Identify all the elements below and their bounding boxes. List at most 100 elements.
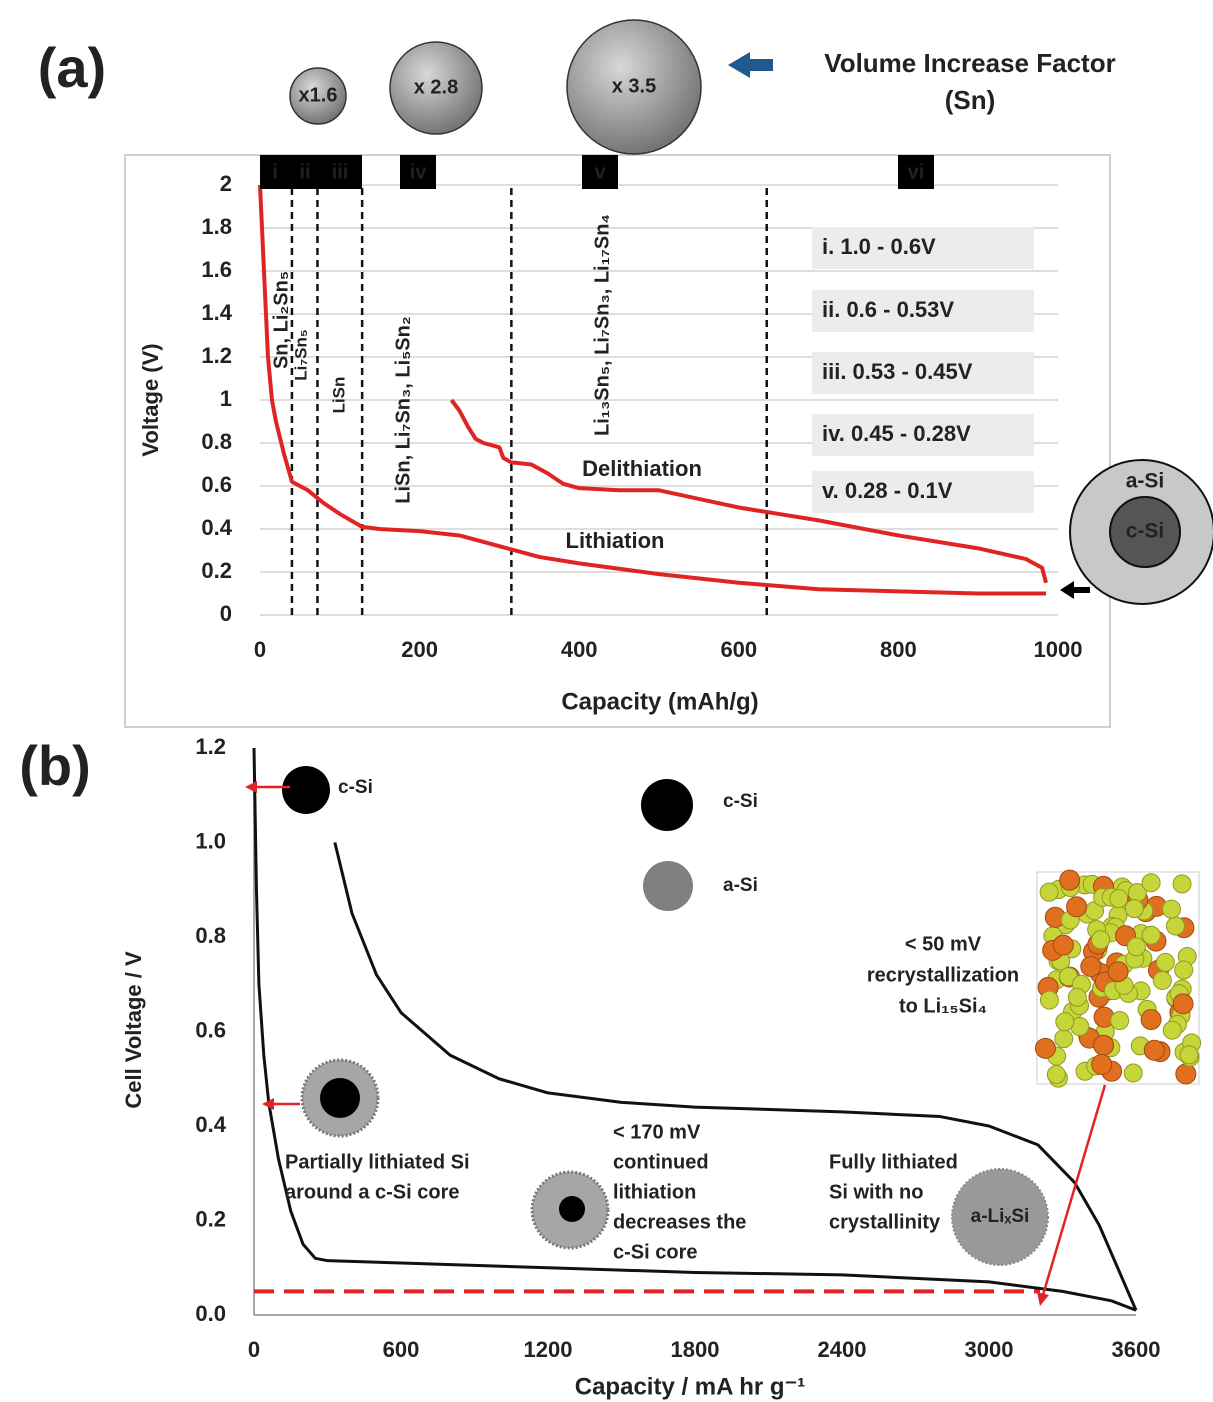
range-label: ii. 0.6 - 0.53V bbox=[822, 297, 954, 322]
y-tick-label: 1.2 bbox=[201, 343, 232, 368]
series-line bbox=[258, 184, 1047, 596]
annotation: to Li₁₅Si₄ bbox=[899, 995, 987, 1017]
x-tick-label: 1200 bbox=[524, 1337, 573, 1362]
region-box bbox=[582, 155, 618, 189]
atom bbox=[1080, 955, 1102, 977]
series-label: Lithiation bbox=[566, 528, 665, 553]
atom bbox=[1059, 869, 1081, 891]
phase-label: Li₁₃Sn₅, Li₇Sn₃, Li₁₇Sn₄ bbox=[591, 214, 613, 436]
series-line bbox=[449, 398, 1048, 584]
atom bbox=[1093, 1034, 1115, 1056]
cell-box bbox=[1036, 871, 1200, 1085]
legend-label: a-Si bbox=[723, 875, 758, 896]
partial-core bbox=[320, 1078, 360, 1118]
atom bbox=[1172, 874, 1192, 894]
c-si-particle bbox=[282, 766, 330, 814]
range-label: iii. 0.53 - 0.45V bbox=[822, 359, 973, 384]
x-tick-label: 1800 bbox=[671, 1337, 720, 1362]
y-tick-label: 1.4 bbox=[201, 300, 232, 325]
volume-title: (Sn) bbox=[945, 85, 996, 115]
x-tick-label: 2400 bbox=[818, 1337, 867, 1362]
annotation: recrystallization bbox=[867, 964, 1019, 986]
x-tick-label: 200 bbox=[401, 637, 438, 662]
y-tick-label: 0.4 bbox=[201, 515, 232, 540]
x-tick-label: 600 bbox=[720, 637, 757, 662]
phase-label: LiSn bbox=[329, 377, 348, 414]
range-box bbox=[812, 414, 1034, 456]
panel-label: (b) bbox=[19, 734, 91, 797]
atom bbox=[1039, 882, 1059, 902]
atom bbox=[1091, 930, 1111, 950]
phase-label: Sn, Li₂Sn₅ bbox=[270, 271, 292, 369]
annotation: < 50 mV bbox=[905, 933, 982, 955]
atom bbox=[1054, 1029, 1074, 1049]
range-box bbox=[812, 352, 1034, 394]
y-tick-label: 0.0 bbox=[195, 1301, 226, 1326]
y-tick-label: 0.2 bbox=[201, 558, 232, 583]
y-tick-label: 0 bbox=[220, 601, 232, 626]
range-label: iv. 0.45 - 0.28V bbox=[822, 421, 971, 446]
arrow-head bbox=[245, 781, 257, 793]
particle-label: a-Si bbox=[1126, 470, 1165, 493]
series-line bbox=[252, 747, 1137, 1312]
region-band bbox=[260, 155, 362, 189]
y-tick-label: 1 bbox=[220, 386, 232, 411]
region-box bbox=[400, 155, 436, 189]
y-tick-label: 0.6 bbox=[201, 472, 232, 497]
x-tick-label: 0 bbox=[248, 1337, 260, 1362]
particle-label: a-LiₓSi bbox=[971, 1206, 1030, 1227]
annotation: continued bbox=[613, 1151, 709, 1173]
volume-sphere bbox=[289, 67, 347, 125]
atom bbox=[1126, 937, 1146, 957]
atom bbox=[1143, 1039, 1165, 1061]
arrow bbox=[728, 52, 773, 78]
annotation: c-Si core bbox=[613, 1241, 697, 1263]
legend-a-si bbox=[643, 861, 693, 911]
y-tick-label: 0.4 bbox=[195, 1112, 226, 1137]
range-label: v. 0.28 - 0.1V bbox=[822, 478, 953, 503]
phase-label: Li₇Sn₅ bbox=[291, 329, 310, 380]
y-tick-label: 0.8 bbox=[195, 923, 226, 948]
atom bbox=[1174, 960, 1194, 980]
annotation: around a c-Si core bbox=[285, 1181, 460, 1203]
atom bbox=[1107, 961, 1129, 983]
legend-label: c-Si bbox=[723, 791, 758, 812]
x-tick-label: 400 bbox=[561, 637, 598, 662]
full-particle bbox=[951, 1168, 1049, 1266]
phase-label: LiSn, Li₇Sn₃, Li₅Sn₂ bbox=[392, 316, 414, 504]
x-tick-label: 3000 bbox=[965, 1337, 1014, 1362]
atom bbox=[1179, 1045, 1199, 1065]
panel-label: (a) bbox=[38, 36, 106, 99]
atom bbox=[1039, 990, 1059, 1010]
region-box bbox=[898, 155, 934, 189]
volume-sphere bbox=[389, 41, 483, 135]
atom bbox=[1161, 899, 1181, 919]
x-tick-label: 1000 bbox=[1034, 637, 1083, 662]
arrow bbox=[1041, 1084, 1107, 1296]
volume-factor: x 3.5 bbox=[612, 75, 656, 97]
x-axis-title: Capacity / mA hr g⁻¹ bbox=[575, 1373, 805, 1400]
y-tick-label: 1.6 bbox=[201, 257, 232, 282]
region-label: iv bbox=[410, 161, 428, 183]
x-tick-label: 3600 bbox=[1112, 1337, 1161, 1362]
atom bbox=[1124, 899, 1144, 919]
y-tick-label: 0.8 bbox=[201, 429, 232, 454]
y-tick-label: 0.2 bbox=[195, 1206, 226, 1231]
y-tick-label: 0.6 bbox=[195, 1017, 226, 1042]
range-box bbox=[812, 290, 1034, 332]
atom bbox=[1109, 889, 1129, 909]
atom bbox=[1165, 916, 1185, 936]
annotation: crystallinity bbox=[829, 1211, 941, 1233]
range-box bbox=[812, 227, 1034, 269]
region-label: i bbox=[272, 161, 278, 183]
region-label: vi bbox=[908, 161, 925, 183]
annotation: < 170 mV bbox=[613, 1121, 701, 1143]
series-label: Delithiation bbox=[582, 456, 702, 481]
annotation: decreases the bbox=[613, 1211, 746, 1233]
volume-sphere bbox=[566, 19, 702, 155]
series-line bbox=[333, 842, 1138, 1311]
legend-c-si bbox=[641, 779, 693, 831]
y-tick-label: 1.0 bbox=[195, 828, 226, 853]
particle-label: c-Si bbox=[338, 777, 373, 798]
